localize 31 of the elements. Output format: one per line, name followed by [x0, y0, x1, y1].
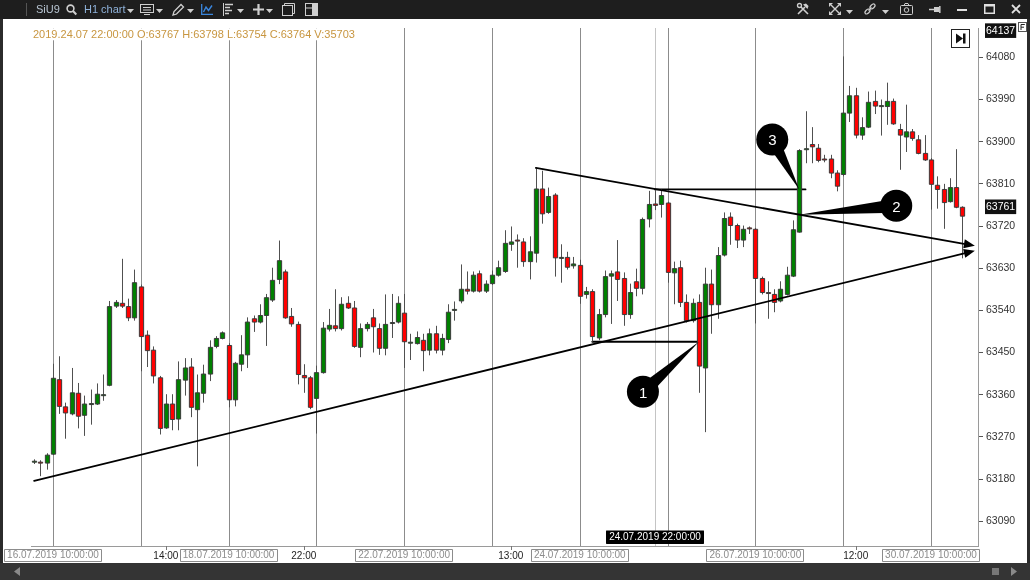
chart-title: SiU9	[36, 2, 60, 17]
y-tick-label: 63450	[986, 345, 1016, 358]
y-tick-label: 63540	[986, 303, 1016, 316]
y-tick-label: 63761	[986, 199, 1016, 212]
x-tick-label: 30.07.2019 10:00:00	[885, 549, 978, 561]
y-tick-label: 63270	[986, 429, 1016, 442]
y-tick-label: 64137	[986, 23, 1016, 36]
annotation: 3	[768, 131, 777, 149]
y-tick-label: 63720	[986, 218, 1016, 231]
annotation: 2	[892, 197, 901, 215]
x-tick-label: 22.07.2019 10:00:00	[358, 549, 451, 561]
y-tick-label: 63990	[986, 92, 1016, 105]
x-tick-label: 24.07.2019 22:00:00	[609, 531, 702, 543]
x-tick-label: 16.07.2019 10:00:00	[7, 549, 100, 561]
y-tick-label: 64080	[986, 50, 1016, 63]
x-tick-label: 26.07.2019 10:00:00	[709, 549, 802, 561]
y-tick-label: 63900	[986, 134, 1016, 147]
x-tick-label: 12:00	[843, 549, 869, 561]
chart-subtitle: H1 chart	[84, 2, 126, 17]
y-tick-label: 63810	[986, 176, 1016, 189]
y-tick-label: 63360	[986, 387, 1016, 400]
y-tick-label: 63630	[986, 261, 1016, 274]
x-tick-label: 22:00	[291, 549, 317, 561]
annotation: 2019.24.07 22:00:00 O:63767 H:63798 L:63754 C:63764 V:35703	[33, 28, 355, 41]
y-tick-label: 63180	[986, 471, 1016, 484]
x-tick-label: 14:00	[153, 549, 179, 561]
y-tick-label: 63090	[986, 514, 1016, 527]
x-tick-label: 13:00	[498, 549, 524, 561]
x-tick-label: 24.07.2019 10:00:00	[533, 549, 627, 561]
x-tick-label: 18.07.2019 10:00:00	[182, 549, 275, 561]
annotation: 1	[638, 383, 648, 401]
